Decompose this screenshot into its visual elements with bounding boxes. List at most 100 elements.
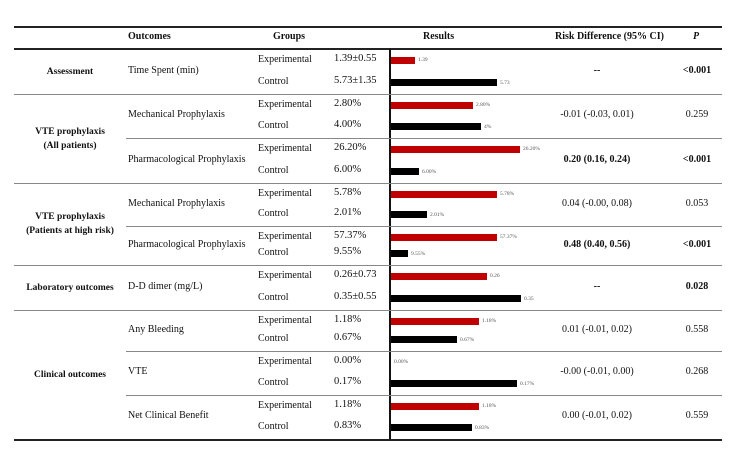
group-label-control: Control bbox=[258, 76, 289, 87]
outcome-label: Pharmacological Prophylaxis bbox=[128, 153, 246, 165]
bar-experimental bbox=[391, 318, 479, 325]
outcome-label: Net Clinical Benefit bbox=[128, 410, 209, 421]
group-label-experimental: Experimental bbox=[258, 400, 312, 411]
risk-difference: 0.20 (0.16, 0.24) bbox=[563, 153, 631, 165]
bar-label-experimental: 1.18% bbox=[482, 403, 497, 409]
header-rule bbox=[14, 48, 722, 50]
group-label-experimental: Experimental bbox=[258, 54, 312, 65]
bar-label-control: 9.55% bbox=[411, 251, 426, 257]
header-outcomes: Outcomes bbox=[128, 31, 171, 42]
p-value: 0.259 bbox=[685, 109, 709, 120]
bar-label-control: 0.67% bbox=[460, 337, 475, 343]
value-experimental: 0.00% bbox=[334, 355, 362, 366]
risk-difference: -- bbox=[593, 280, 601, 292]
bottom-rule bbox=[14, 439, 722, 441]
outcome-label: Any Bleeding bbox=[128, 323, 184, 335]
risk-difference: -- bbox=[593, 64, 601, 76]
value-control: 0.17% bbox=[334, 376, 362, 387]
value-control: 6.00% bbox=[334, 164, 362, 175]
bar-control bbox=[391, 380, 517, 387]
category-label: Assessment bbox=[46, 66, 94, 77]
bar-control bbox=[391, 168, 419, 175]
bar-label-experimental: 1.18% bbox=[482, 318, 497, 324]
p-value: 0.559 bbox=[685, 410, 709, 421]
value-experimental: 0.26±0.73 bbox=[334, 269, 377, 280]
bar-label-control: 6.00% bbox=[422, 169, 437, 175]
outcome-label: D-D dimer (mg/L) bbox=[128, 280, 203, 292]
value-experimental: 1.39±0.55 bbox=[334, 53, 377, 64]
bar-control bbox=[391, 123, 481, 130]
header-p: P bbox=[693, 31, 700, 42]
group-label-control: Control bbox=[258, 333, 289, 344]
p-value: 0.558 bbox=[685, 323, 709, 335]
value-experimental: 5.78% bbox=[334, 187, 362, 198]
value-control: 2.01% bbox=[334, 207, 362, 218]
category-label: Clinical outcomes bbox=[33, 369, 107, 380]
p-value: <0.001 bbox=[682, 238, 712, 250]
bar-experimental bbox=[391, 102, 473, 109]
value-control: 5.73±1.35 bbox=[334, 75, 377, 86]
group-label-control: Control bbox=[258, 292, 289, 303]
outcome-separator bbox=[126, 395, 722, 396]
group-label-experimental: Experimental bbox=[258, 315, 312, 326]
bar-label-experimental: 0.26 bbox=[490, 273, 500, 279]
bar-label-control: 0.17% bbox=[520, 381, 535, 387]
group-label-control: Control bbox=[258, 421, 289, 432]
bar-experimental bbox=[391, 57, 415, 64]
outcome-separator bbox=[126, 226, 722, 227]
category-label: VTE prophylaxis (All patients) bbox=[35, 126, 105, 151]
group-label-control: Control bbox=[258, 120, 289, 131]
group-label-experimental: Experimental bbox=[258, 270, 312, 281]
group-label-control: Control bbox=[258, 377, 289, 388]
p-value: 0.028 bbox=[685, 280, 709, 292]
value-control: 4.00% bbox=[334, 119, 362, 130]
category-separator bbox=[14, 183, 722, 184]
group-label-control: Control bbox=[258, 247, 289, 258]
results-axis bbox=[389, 49, 391, 439]
value-experimental: 26.20% bbox=[334, 142, 367, 153]
bar-experimental bbox=[391, 191, 497, 198]
value-control: 0.83% bbox=[334, 420, 362, 431]
top-rule bbox=[14, 26, 722, 28]
value-control: 0.67% bbox=[334, 332, 362, 343]
value-experimental: 2.80% bbox=[334, 98, 362, 109]
bar-label-experimental: 5.78% bbox=[500, 191, 515, 197]
category-label: VTE prophylaxis (Patients at high risk) bbox=[26, 212, 114, 236]
p-value: <0.001 bbox=[682, 64, 712, 76]
group-label-experimental: Experimental bbox=[258, 143, 312, 154]
bar-control bbox=[391, 250, 408, 257]
category-separator bbox=[14, 265, 722, 266]
header-groups: Groups bbox=[273, 31, 306, 42]
value-experimental: 57.37% bbox=[334, 230, 367, 241]
bar-label-control: 4% bbox=[484, 124, 492, 130]
p-value: <0.001 bbox=[682, 153, 712, 165]
bar-label-experimental: 2.80% bbox=[476, 102, 491, 108]
bar-label-experimental: 1.39 bbox=[418, 57, 428, 63]
risk-difference: 0.00 (-0.01, 0.02) bbox=[562, 410, 632, 421]
bar-control bbox=[391, 336, 457, 343]
outcome-label: Mechanical Prophylaxis bbox=[128, 109, 225, 120]
group-label-experimental: Experimental bbox=[258, 356, 312, 367]
outcome-separator bbox=[126, 138, 722, 139]
value-control: 9.55% bbox=[334, 246, 362, 257]
value-experimental: 1.18% bbox=[334, 314, 362, 325]
bar-experimental bbox=[391, 146, 520, 153]
category-separator bbox=[14, 310, 722, 311]
outcome-separator bbox=[126, 351, 722, 352]
value-experimental: 1.18% bbox=[334, 399, 362, 410]
group-label-control: Control bbox=[258, 165, 289, 176]
bar-control bbox=[391, 79, 497, 86]
bar-label-control: 2.01% bbox=[430, 212, 445, 218]
bar-label-control: 0.35 bbox=[524, 296, 534, 302]
bar-experimental bbox=[391, 273, 487, 280]
p-value: 0.268 bbox=[685, 366, 709, 377]
bar-label-experimental: 0.00% bbox=[394, 359, 409, 365]
risk-difference: 0.01 (-0.01, 0.02) bbox=[562, 323, 632, 335]
bar-label-experimental: 26.20% bbox=[523, 146, 540, 152]
risk-difference: -0.00 (-0.01, 0.00) bbox=[560, 366, 634, 377]
bar-control bbox=[391, 424, 472, 431]
bar-label-experimental: 57.37% bbox=[500, 234, 517, 240]
bar-experimental bbox=[391, 234, 497, 241]
header-risk-difference: Risk Difference (95% CI) bbox=[555, 31, 664, 42]
outcome-label: Pharmacological Prophylaxis bbox=[128, 238, 246, 250]
